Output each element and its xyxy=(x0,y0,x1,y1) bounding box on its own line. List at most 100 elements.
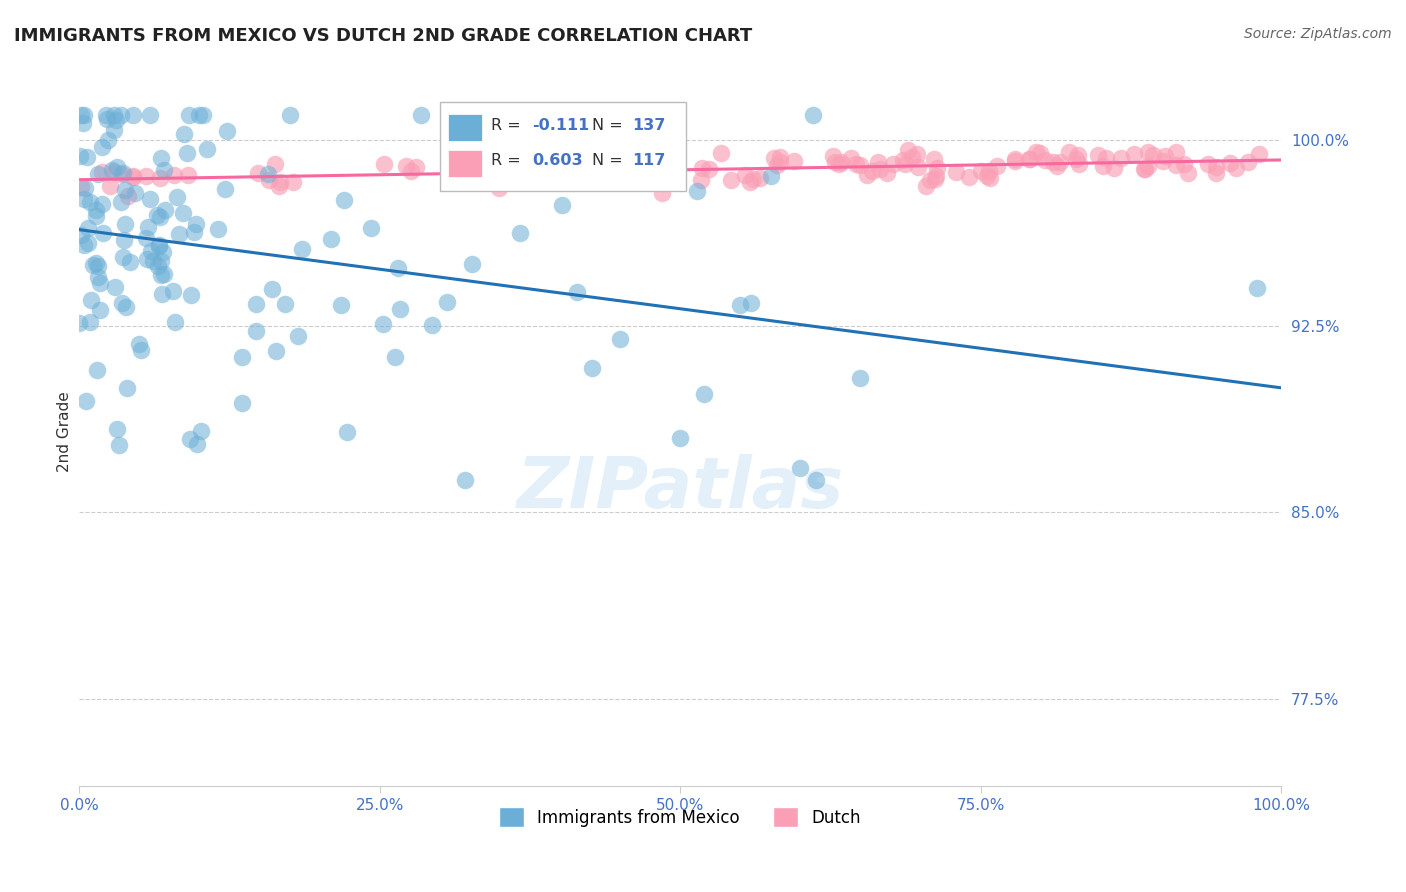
Point xyxy=(893,153,915,167)
Point xyxy=(769,155,792,169)
Point xyxy=(454,473,477,487)
Point xyxy=(162,284,184,298)
Point xyxy=(67,316,90,330)
Point xyxy=(907,160,929,174)
Point xyxy=(690,173,713,187)
Point xyxy=(84,209,107,223)
Point xyxy=(1049,155,1071,169)
Point xyxy=(824,155,846,169)
FancyBboxPatch shape xyxy=(440,103,686,191)
Point xyxy=(1035,153,1057,167)
Point xyxy=(748,171,770,186)
Point xyxy=(281,175,304,189)
Point xyxy=(98,179,121,194)
Point xyxy=(267,178,290,193)
Text: R =: R = xyxy=(492,153,526,169)
Point xyxy=(91,226,114,240)
Point xyxy=(148,239,170,253)
Text: IMMIGRANTS FROM MEXICO VS DUTCH 2ND GRADE CORRELATION CHART: IMMIGRANTS FROM MEXICO VS DUTCH 2ND GRAD… xyxy=(14,27,752,45)
Point xyxy=(1004,154,1026,169)
Point xyxy=(1154,149,1177,163)
Point xyxy=(976,169,998,183)
Point xyxy=(166,190,188,204)
Point xyxy=(387,260,409,275)
Point xyxy=(1205,166,1227,180)
Point xyxy=(260,283,283,297)
Point xyxy=(720,172,742,186)
Point xyxy=(115,300,138,314)
Point xyxy=(103,165,125,179)
Point xyxy=(110,108,132,122)
Point xyxy=(894,157,917,171)
Point xyxy=(844,157,866,171)
Point xyxy=(1137,159,1160,173)
Point xyxy=(1111,152,1133,166)
Point xyxy=(395,159,418,173)
Point xyxy=(697,161,720,176)
Point xyxy=(488,181,510,195)
Point xyxy=(922,152,945,166)
Point xyxy=(734,169,756,183)
Point xyxy=(839,151,862,165)
Point xyxy=(905,147,928,161)
Point xyxy=(139,244,162,258)
Point xyxy=(264,343,287,358)
Point xyxy=(742,171,765,186)
Point xyxy=(231,351,253,365)
Point xyxy=(1123,146,1146,161)
Point xyxy=(135,169,157,184)
Point xyxy=(153,202,176,217)
Point xyxy=(1018,153,1040,167)
Point xyxy=(112,166,135,180)
Point xyxy=(860,163,883,178)
Text: N =: N = xyxy=(592,153,628,169)
Point xyxy=(149,210,172,224)
Point xyxy=(152,244,174,259)
Text: R =: R = xyxy=(492,118,526,133)
Point xyxy=(179,108,201,122)
Text: Source: ZipAtlas.com: Source: ZipAtlas.com xyxy=(1244,27,1392,41)
Point xyxy=(1025,145,1047,160)
Point xyxy=(117,381,139,395)
Point xyxy=(231,396,253,410)
Point xyxy=(1225,161,1247,175)
Point xyxy=(920,173,942,187)
Point xyxy=(1173,156,1195,170)
Point xyxy=(287,329,309,343)
Point xyxy=(389,302,412,317)
Point xyxy=(179,432,201,446)
Point xyxy=(136,220,159,235)
Point xyxy=(686,184,709,198)
Point xyxy=(103,280,125,294)
Point xyxy=(371,317,394,331)
Point xyxy=(108,438,131,452)
Point xyxy=(146,259,169,273)
Point xyxy=(110,194,132,209)
Point xyxy=(87,259,110,273)
Point xyxy=(740,296,762,310)
Legend: Immigrants from Mexico, Dutch: Immigrants from Mexico, Dutch xyxy=(492,800,868,834)
Point xyxy=(821,149,844,163)
Point xyxy=(263,157,285,171)
Point xyxy=(97,133,120,147)
Point xyxy=(245,324,267,338)
Point xyxy=(405,160,427,174)
Point xyxy=(76,151,98,165)
Point xyxy=(1019,152,1042,166)
Point xyxy=(1166,158,1188,172)
Point xyxy=(207,222,229,236)
Point xyxy=(124,186,146,200)
Point xyxy=(142,254,165,268)
Point xyxy=(970,163,993,178)
Point xyxy=(91,139,114,153)
Point xyxy=(86,202,108,217)
Point xyxy=(1004,152,1026,166)
Point xyxy=(925,169,948,184)
Point xyxy=(321,232,343,246)
Point xyxy=(651,186,673,201)
Point xyxy=(117,189,139,203)
Point xyxy=(186,437,208,451)
Point xyxy=(150,268,173,282)
Point xyxy=(411,108,433,122)
Point xyxy=(849,371,872,385)
